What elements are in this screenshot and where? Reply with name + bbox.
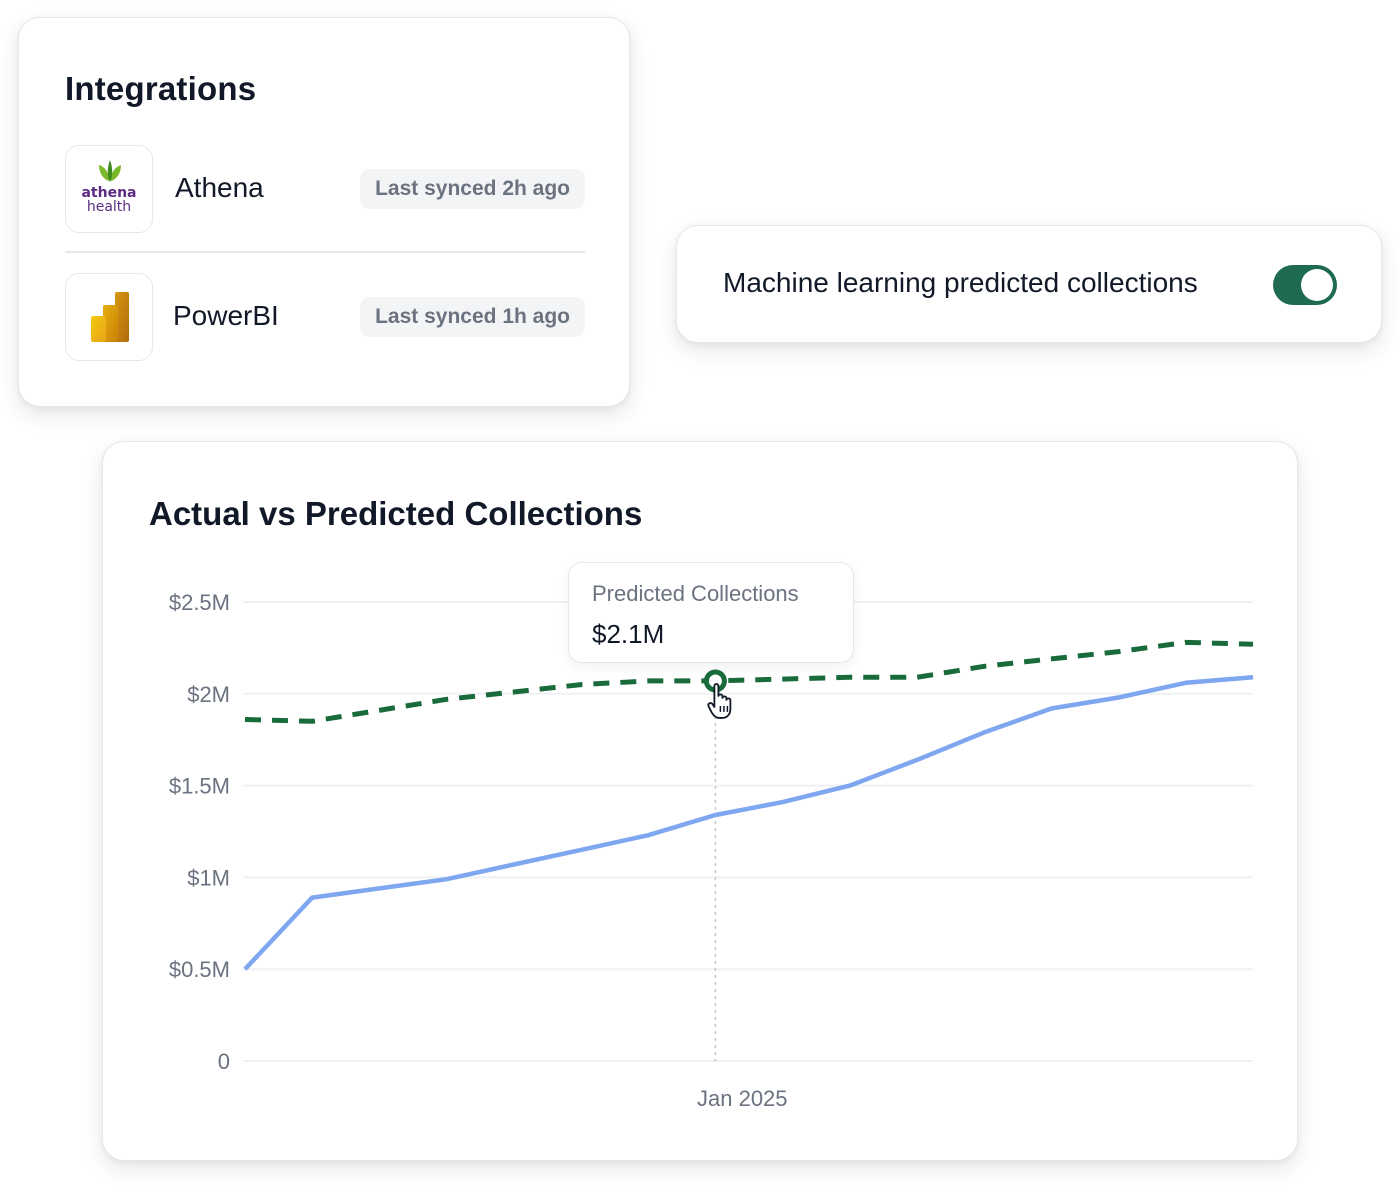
- integrations-card: Integrations athena health Athena Last s…: [18, 17, 630, 407]
- y-tick-label: $0.5M: [169, 957, 230, 982]
- y-tick-label: $1M: [187, 865, 230, 890]
- integrations-title: Integrations: [65, 70, 257, 107]
- ml-toggle-switch[interactable]: [1273, 265, 1337, 305]
- y-tick-label: 0: [218, 1049, 230, 1074]
- hand-pointer-icon: [707, 683, 732, 719]
- actual-collections-line: [243, 675, 1254, 971]
- hand-pointer-shape: [707, 683, 732, 719]
- integrations-divider: [65, 251, 585, 253]
- y-tick-label: $1.5M: [169, 774, 230, 799]
- tooltip-value: $2.1M: [592, 619, 665, 649]
- predicted-collections-line: [244, 639, 1254, 724]
- collections-chart-card: Actual vs Predicted Collections 0 $0.5M $1…: [102, 441, 1298, 1161]
- x-tick-label: Jan 2025: [697, 1086, 788, 1111]
- athenahealth-logo-icon: athena health: [65, 145, 153, 233]
- chart-title: Actual vs Predicted Collections: [149, 495, 643, 532]
- ml-toggle-label: Machine learning predicted collections: [723, 267, 1198, 298]
- y-tick-label: $2.5M: [169, 590, 230, 615]
- powerbi-logo-icon: [65, 273, 153, 361]
- y-tick-label: $2M: [187, 682, 230, 707]
- sync-status-badge: Last synced 2h ago: [360, 169, 585, 209]
- integration-row-powerbi[interactable]: PowerBI Last synced 1h ago: [65, 273, 585, 361]
- sync-status-badge: Last synced 1h ago: [360, 297, 585, 337]
- athena-leaf-icon: [99, 160, 121, 182]
- collections-line-chart: 0 $0.5M $1M $1.5M $2M $2.5M Jan 2025: [169, 590, 1254, 1111]
- powerbi-bars-icon: [91, 292, 129, 342]
- integration-name: PowerBI: [173, 300, 279, 331]
- integration-row-athena[interactable]: athena health Athena Last synced 2h ago: [65, 145, 585, 233]
- ml-predictions-card: Machine learning predicted collections: [676, 225, 1382, 343]
- athena-logo-text: athena: [81, 185, 137, 201]
- tooltip-label: Predicted Collections: [592, 581, 799, 606]
- toggle-knob: [1301, 269, 1333, 301]
- integration-name: Athena: [175, 172, 264, 203]
- health-logo-text: health: [86, 199, 132, 215]
- chart-tooltip: Predicted Collections $2.1M: [568, 562, 854, 663]
